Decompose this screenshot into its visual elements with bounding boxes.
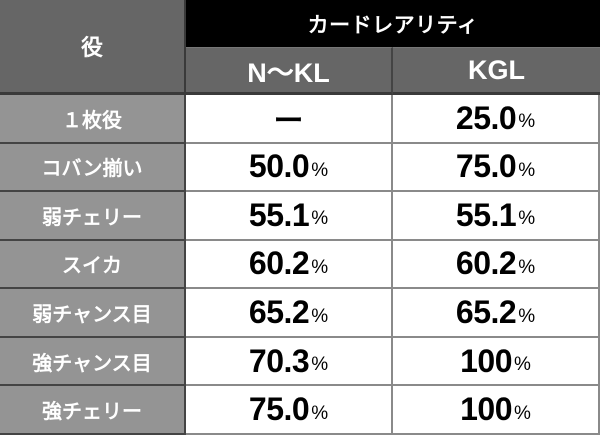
value-number: ー [273,105,304,139]
value-n-kl: 55.1% [186,192,393,241]
row-label: コバン揃い [0,143,186,193]
value-number: 25.0 [455,99,517,136]
value-n-kl: 65.2% [186,289,393,338]
header-col-kgl: KGL [393,47,600,95]
percent-sign: % [518,256,536,278]
percent-sign: % [518,111,536,133]
row-label: スイカ [0,240,186,290]
row-label: 強チェリー [0,386,186,435]
percent-sign: % [513,402,531,424]
row-label: １枚役 [0,95,186,144]
value-number: 55.1 [455,196,517,233]
percent-sign: % [518,305,536,327]
value-kgl: 55.1% [393,192,600,241]
percent-sign: % [311,208,329,230]
value-kgl: 25.0% [393,95,600,144]
header-card-rarity: カードレアリティ [186,0,600,47]
percent-sign: % [513,354,531,376]
value-number: 100 [460,391,512,428]
percent-sign: % [311,159,329,181]
value-number: 75.0 [248,391,310,428]
value-kgl: 75.0% [393,143,600,193]
value-number: 65.2 [248,294,310,331]
header-col-n-kl: N〜KL [186,47,393,95]
header-role: 役 [0,0,186,95]
percent-sign: % [311,305,329,327]
value-number: 60.2 [248,245,310,282]
value-n-kl: 50.0% [186,143,393,193]
value-number: 60.2 [455,245,517,282]
row-label: 強チャンス目 [0,337,186,387]
value-number: 100 [460,342,512,379]
value-n-kl: 75.0% [186,386,393,435]
row-label: 弱チェリー [0,192,186,241]
row-label: 弱チャンス目 [0,289,186,338]
value-number: 65.2 [455,294,517,331]
value-kgl: 100% [393,386,600,435]
value-n-kl: 70.3% [186,337,393,387]
value-number: 50.0 [248,148,310,185]
value-number: 55.1 [248,196,310,233]
value-number: 75.0 [455,148,517,185]
percent-sign: % [311,256,329,278]
value-kgl: 100% [393,337,600,387]
value-number: 70.3 [248,342,310,379]
percent-sign: % [518,159,536,181]
value-n-kl: ー [186,95,393,144]
percent-sign: % [311,354,329,376]
percent-sign: % [311,402,329,424]
value-kgl: 65.2% [393,289,600,338]
percent-sign: % [518,208,536,230]
value-kgl: 60.2% [393,240,600,290]
value-n-kl: 60.2% [186,240,393,290]
